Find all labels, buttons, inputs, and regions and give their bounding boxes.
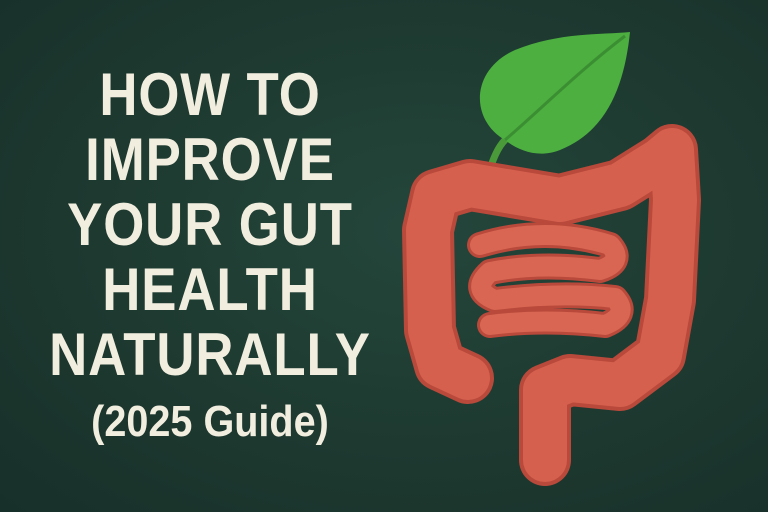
headline-line-3: YOUR GUT — [67, 191, 353, 258]
headline-line-4: HEALTH — [102, 256, 318, 323]
headline-line-1: HOW TO — [99, 61, 321, 128]
headline-line-5: NATURALLY — [49, 321, 371, 388]
small-intestine — [467, 222, 634, 338]
large-intestine — [402, 124, 701, 486]
headline-subtitle: (2025 Guide) — [91, 397, 329, 446]
headline-line-2: IMPROVE — [85, 126, 335, 193]
headline: HOW TO IMPROVE YOUR GUT HEALTH NATURALLY… — [20, 62, 400, 457]
leaf-icon — [479, 32, 630, 180]
